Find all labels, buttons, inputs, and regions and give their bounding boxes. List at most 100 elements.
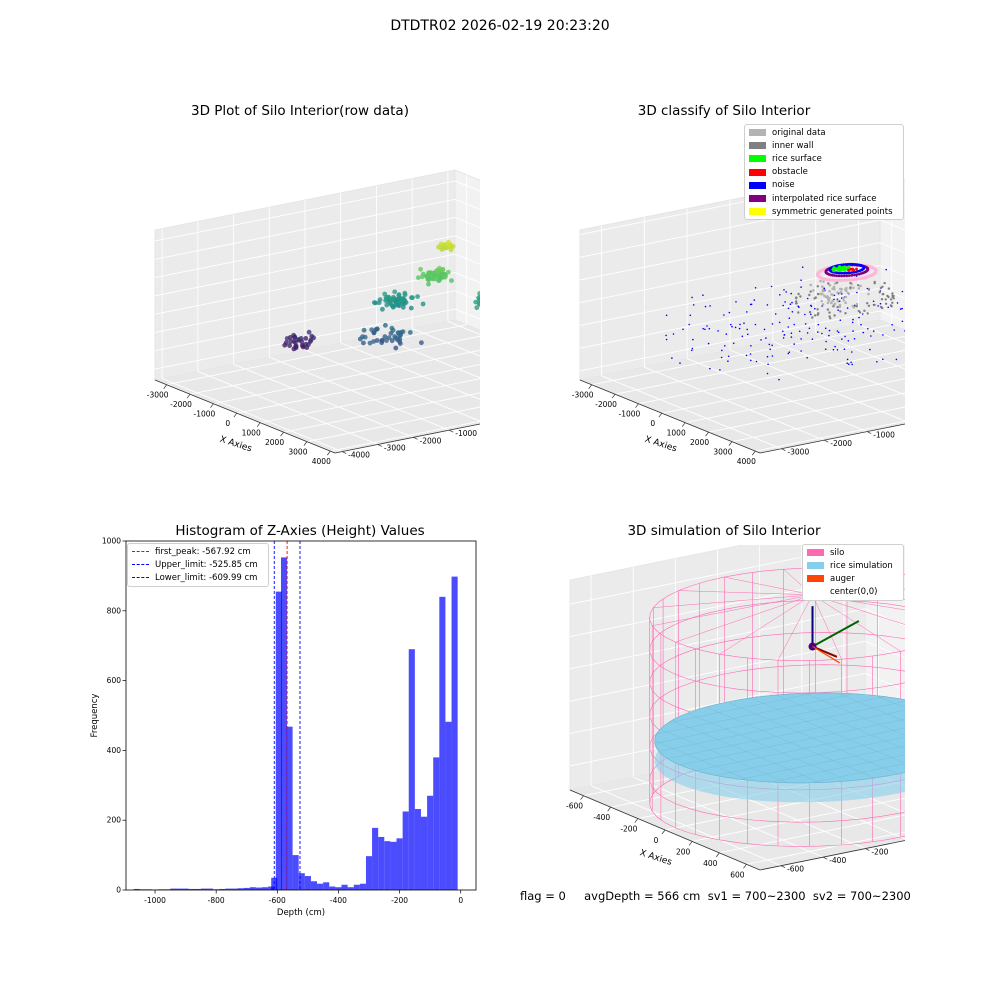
y-tick-label: -600 xyxy=(787,865,804,874)
interpolated-point xyxy=(833,274,836,277)
data-point xyxy=(427,270,433,276)
rice-mesh xyxy=(770,754,905,783)
legend-label: rice simulation xyxy=(830,560,893,571)
histogram-bar xyxy=(298,873,305,890)
x-tick-label: -800 xyxy=(208,896,225,905)
histogram-bar xyxy=(359,883,366,890)
data-point xyxy=(446,269,451,275)
original-data-point xyxy=(844,301,847,304)
x-tick xyxy=(233,412,238,418)
x-tick-label: -400 xyxy=(593,813,610,822)
histogram-bar xyxy=(451,576,458,890)
silo-roof-wire xyxy=(777,594,813,661)
noise-point xyxy=(901,307,903,310)
inner-wall-point xyxy=(795,302,798,305)
histogram-bar xyxy=(402,811,409,890)
rice-mesh xyxy=(804,693,905,736)
inner-wall-point xyxy=(795,296,798,299)
x-tick-label: 1000 xyxy=(242,429,261,438)
x-tick xyxy=(256,422,261,427)
x-tick-label: 3000 xyxy=(713,448,732,457)
inner-wall-point xyxy=(828,311,831,314)
grid-line xyxy=(590,785,782,867)
y-tick xyxy=(865,848,870,851)
inner-wall-point xyxy=(849,281,852,285)
data-point xyxy=(371,330,377,336)
silo-roof-wire xyxy=(812,594,842,660)
noise-point xyxy=(824,348,827,350)
histogram-bar xyxy=(231,888,238,890)
noise-point xyxy=(836,330,839,332)
histogram-bar xyxy=(200,888,207,890)
inner-wall-point xyxy=(809,290,812,293)
original-data-point xyxy=(859,284,862,288)
x-tick-label: 0 xyxy=(654,836,659,845)
data-point xyxy=(450,244,456,249)
noise-point xyxy=(814,307,816,310)
x-tick-label: -600 xyxy=(269,896,286,905)
y-axis-label: Frequency xyxy=(90,694,100,738)
histogram-bar xyxy=(255,887,263,890)
grid-line xyxy=(772,341,905,396)
figure-title: DTDTR02 2026-02-19 20:23:20 xyxy=(390,18,610,34)
obstacle-point xyxy=(849,267,853,271)
original-data-point xyxy=(820,292,824,296)
legend-swatch xyxy=(749,168,766,176)
noise-point xyxy=(841,293,843,295)
symmetric-point xyxy=(837,278,841,282)
legend-swatch xyxy=(807,589,824,596)
histogram-bar xyxy=(219,888,226,890)
legend-swatch xyxy=(807,575,824,583)
noise-point xyxy=(692,304,695,306)
x-tick-label: 0 xyxy=(650,419,655,428)
noise-point xyxy=(671,357,673,359)
inner-wall-point xyxy=(827,282,830,285)
obstacle-point xyxy=(847,268,850,272)
symmetric-point xyxy=(843,278,847,282)
histogram-bar xyxy=(341,884,348,890)
noise-point xyxy=(851,351,853,353)
rice-surface-point xyxy=(843,269,847,272)
original-data-point xyxy=(833,302,837,306)
data-point xyxy=(362,334,368,340)
noise-point xyxy=(707,342,710,345)
symmetric-point xyxy=(857,277,861,281)
center-axis-arrow xyxy=(812,620,860,648)
x-tick xyxy=(303,441,308,446)
y-tick-label: -2000 xyxy=(830,439,852,448)
noise-point xyxy=(804,313,806,316)
grid-line xyxy=(411,328,480,357)
original-data-point xyxy=(845,289,848,293)
data-point xyxy=(408,305,414,311)
noise-point xyxy=(702,327,704,330)
inner-wall-point xyxy=(797,311,800,314)
noise-point xyxy=(801,266,804,268)
noise-point xyxy=(679,362,681,364)
grid-line xyxy=(755,420,905,452)
noise-point xyxy=(810,305,813,308)
noise-point xyxy=(745,354,748,357)
data-point xyxy=(380,306,385,312)
grid-line xyxy=(154,180,456,242)
noise-point xyxy=(749,353,752,355)
noise-point xyxy=(836,349,839,351)
data-point xyxy=(284,336,290,341)
data-point xyxy=(446,239,451,245)
x-tick xyxy=(635,403,639,408)
histogram-bar xyxy=(292,855,299,890)
x-tick xyxy=(716,852,720,858)
data-point xyxy=(396,292,402,298)
original-data-point xyxy=(851,304,855,308)
noise-point xyxy=(879,302,882,305)
y-tick-label: -3000 xyxy=(787,448,809,457)
noise-point xyxy=(843,348,846,350)
legend-label: rice surface xyxy=(772,153,822,164)
simulation-legend: silo rice simulation auger center(0,0) xyxy=(802,544,904,601)
simulation-plot-title: 3D simulation of Silo Interior xyxy=(627,523,821,539)
data-point xyxy=(397,341,403,346)
inner-wall-point xyxy=(816,285,819,288)
histogram-bar xyxy=(347,887,354,890)
original-data-point xyxy=(844,295,848,299)
interpolated-point xyxy=(845,274,849,278)
x-tick-label: -1000 xyxy=(144,896,166,905)
